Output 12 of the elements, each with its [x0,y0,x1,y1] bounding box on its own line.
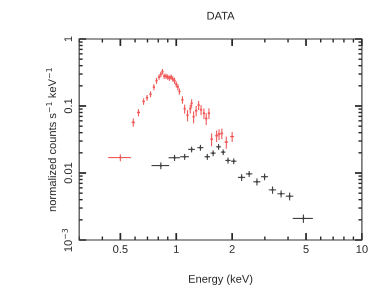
x-tick-label: 1 [174,245,179,253]
x-tick-label: 0.5 [113,245,128,254]
x-tick-label: 2 [230,245,235,253]
x-axis-title: Energy (keV) [189,274,252,286]
y-tick-label: 1 [64,36,72,42]
x-tick-label: 5 [303,245,309,254]
x-tick-label: 10 [356,245,368,254]
y-tick-label: 10$^{−3}$ [62,228,72,252]
y-axis-title: normalized counts s$^{−1}$ keV$^{−1}$ [46,68,56,212]
y-tick-label: 0.01 [64,162,72,184]
chart-title: DATA [207,12,235,20]
y-tick-label: 0.1 [64,98,72,114]
